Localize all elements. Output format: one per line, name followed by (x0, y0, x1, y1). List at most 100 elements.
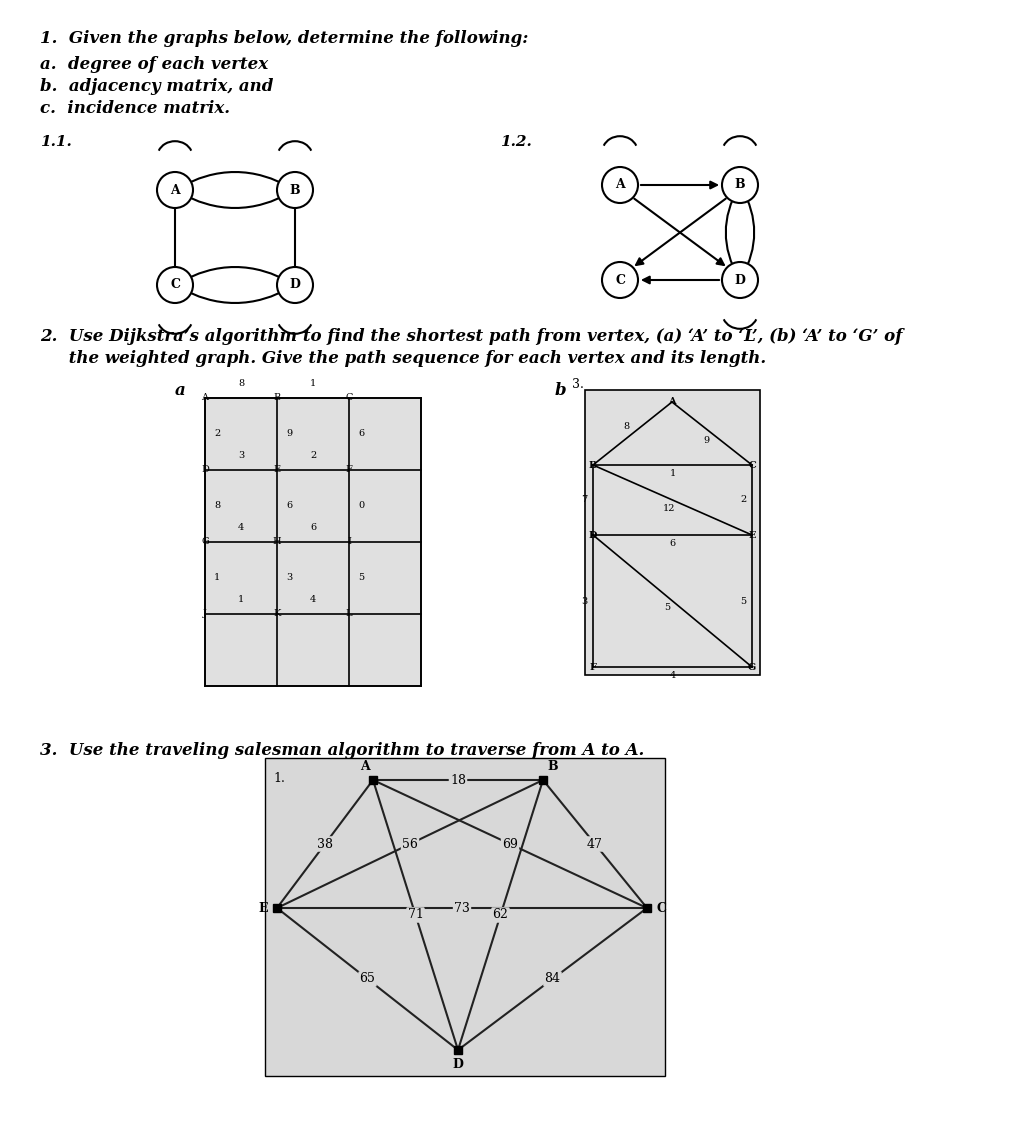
Text: 6: 6 (358, 430, 364, 439)
Text: D: D (734, 274, 745, 286)
Circle shape (722, 167, 758, 203)
FancyArrowPatch shape (726, 188, 738, 277)
Text: 47: 47 (587, 838, 603, 850)
Text: E: E (258, 902, 268, 915)
Text: 8: 8 (238, 379, 244, 388)
Text: 4: 4 (670, 672, 676, 681)
Text: 1: 1 (213, 573, 221, 582)
Text: c.  incidence matrix.: c. incidence matrix. (40, 100, 230, 117)
Text: A: A (171, 183, 180, 196)
Text: A: A (360, 760, 370, 772)
Text: 3.: 3. (572, 378, 584, 391)
Text: B: B (735, 179, 745, 191)
Text: b.  adjacency matrix, and: b. adjacency matrix, and (40, 78, 274, 95)
Text: C: C (171, 278, 180, 291)
Circle shape (157, 267, 193, 303)
Text: 8: 8 (214, 502, 221, 510)
Text: 12: 12 (663, 504, 675, 512)
Text: 3: 3 (238, 452, 244, 461)
FancyArrowPatch shape (178, 172, 293, 189)
Text: 6: 6 (310, 524, 317, 533)
Circle shape (602, 262, 638, 298)
Text: 1.2.: 1.2. (500, 135, 532, 149)
Text: 4: 4 (238, 524, 244, 533)
Text: C: C (345, 393, 352, 402)
Text: C: C (748, 461, 756, 470)
Text: B: B (274, 393, 281, 402)
Text: 2: 2 (310, 452, 317, 461)
FancyArrowPatch shape (178, 191, 293, 209)
Text: B: B (589, 461, 597, 470)
Text: 1: 1 (310, 379, 317, 388)
FancyArrowPatch shape (741, 188, 755, 277)
Text: 4: 4 (310, 596, 317, 604)
Text: 0: 0 (358, 502, 364, 510)
Text: 73: 73 (454, 902, 470, 915)
Text: b: b (555, 382, 567, 399)
FancyArrowPatch shape (641, 182, 717, 188)
Text: 6: 6 (670, 540, 676, 549)
Bar (585, 390, 760, 675)
Text: F: F (589, 662, 596, 672)
Text: I: I (347, 537, 351, 547)
Text: 5: 5 (664, 604, 670, 612)
Text: 2: 2 (740, 495, 746, 504)
Text: D: D (290, 278, 300, 291)
FancyArrowPatch shape (634, 198, 724, 265)
Text: F: F (345, 465, 352, 474)
Text: the weighted graph. Give the path sequence for each vertex and its length.: the weighted graph. Give the path sequen… (40, 350, 766, 367)
Text: 84: 84 (544, 973, 561, 986)
Text: A: A (201, 393, 208, 402)
Text: C: C (657, 902, 666, 915)
Text: 71: 71 (407, 909, 424, 921)
Text: B: B (290, 183, 300, 196)
Text: K: K (274, 610, 281, 619)
Text: 38: 38 (317, 838, 333, 850)
Circle shape (277, 267, 313, 303)
Circle shape (722, 262, 758, 298)
Text: 2.  Use Dijkstra’s algorithm to find the shortest path from vertex, (a) ‘A’ to ‘: 2. Use Dijkstra’s algorithm to find the … (40, 328, 903, 345)
Text: D: D (452, 1058, 464, 1070)
Text: H: H (273, 537, 282, 547)
Text: 5: 5 (358, 573, 364, 582)
Text: D: D (201, 465, 209, 474)
Bar (265, 758, 665, 1076)
Text: G: G (747, 662, 757, 672)
Text: 1: 1 (670, 470, 676, 479)
Text: G: G (201, 537, 209, 547)
Text: 7: 7 (581, 495, 587, 504)
Text: 5: 5 (740, 597, 746, 605)
Text: 6: 6 (286, 502, 292, 510)
Text: 62: 62 (492, 909, 508, 921)
Text: 1.  Given the graphs below, determine the following:: 1. Given the graphs below, determine the… (40, 30, 529, 47)
Text: 9: 9 (286, 430, 292, 439)
Text: E: E (748, 531, 756, 540)
Text: 1.: 1. (273, 772, 285, 785)
Text: E: E (274, 465, 281, 474)
Text: 3: 3 (286, 573, 292, 582)
Text: 56: 56 (402, 838, 418, 850)
Circle shape (277, 172, 313, 209)
FancyArrowPatch shape (636, 198, 726, 265)
Text: 1: 1 (238, 596, 244, 604)
Text: D: D (589, 531, 597, 540)
Text: 3: 3 (581, 597, 587, 605)
Text: J: J (203, 610, 207, 619)
Text: 8: 8 (624, 422, 630, 431)
Text: 2: 2 (213, 430, 221, 439)
Text: a: a (175, 382, 186, 399)
Text: 18: 18 (450, 774, 466, 786)
Text: L: L (346, 610, 352, 619)
Text: 3.  Use the traveling salesman algorithm to traverse from A to A.: 3. Use the traveling salesman algorithm … (40, 741, 644, 759)
Text: C: C (615, 274, 625, 286)
Circle shape (602, 167, 638, 203)
FancyArrowPatch shape (178, 286, 293, 303)
Text: 9: 9 (703, 437, 710, 445)
Text: B: B (547, 760, 558, 772)
Text: 69: 69 (502, 838, 518, 850)
Text: 65: 65 (359, 973, 376, 986)
Text: A: A (615, 179, 625, 191)
FancyArrowPatch shape (643, 276, 719, 283)
Bar (205, 398, 421, 686)
Text: 1.1.: 1.1. (40, 135, 71, 149)
